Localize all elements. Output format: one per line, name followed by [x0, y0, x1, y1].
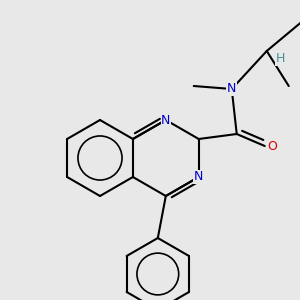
Text: N: N [227, 82, 236, 95]
Text: O: O [267, 140, 277, 152]
Text: N: N [161, 113, 170, 127]
Text: N: N [194, 170, 203, 184]
Text: H: H [276, 52, 285, 65]
